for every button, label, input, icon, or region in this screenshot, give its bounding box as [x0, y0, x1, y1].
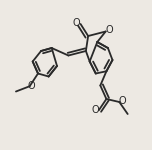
Text: O: O [106, 25, 113, 35]
Text: O: O [91, 105, 99, 115]
Text: O: O [27, 81, 35, 91]
Text: O: O [72, 18, 80, 28]
Text: O: O [119, 96, 126, 105]
